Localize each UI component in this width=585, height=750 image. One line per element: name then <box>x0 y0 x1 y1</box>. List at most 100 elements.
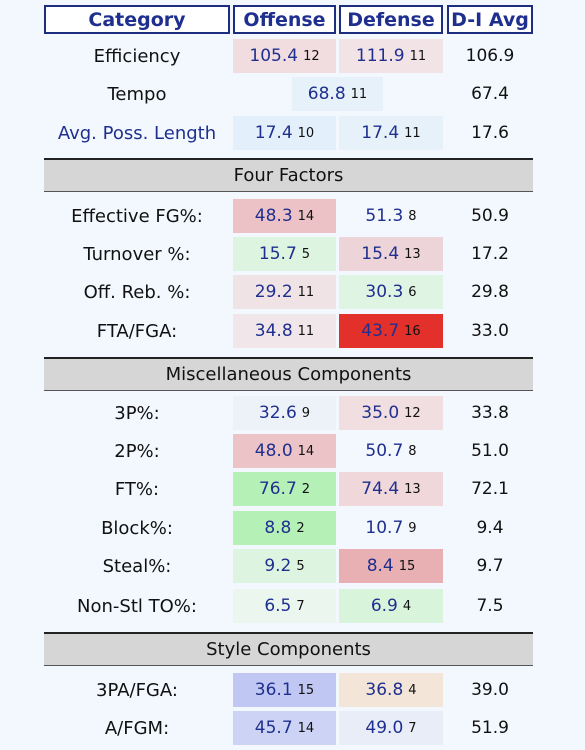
offense-cell: 45.7 14 <box>233 711 336 745</box>
table-row: 3PA/FGA: 36.1 15 36.8 4 39.0 <box>0 673 585 707</box>
defense-cell: 43.7 16 <box>339 314 443 348</box>
stat-value[interactable]: 29.2 <box>254 282 293 302</box>
table-row: FTA/FGA: 34.8 11 43.7 16 33.0 <box>0 314 585 348</box>
stat-rank: 9 <box>408 520 417 536</box>
stat-rank: 11 <box>350 86 368 102</box>
section-header: Style Components <box>44 632 533 666</box>
d1-average-cell: 39.0 <box>471 680 509 700</box>
stat-rank: 8 <box>408 443 417 459</box>
d1-average-cell: 9.7 <box>476 556 504 576</box>
stat-value[interactable]: 36.1 <box>254 680 293 700</box>
row-label[interactable]: Avg. Poss. Length <box>57 122 217 144</box>
row-label: Turnover %: <box>83 243 191 265</box>
row-label: FTA/FGA: <box>96 320 178 342</box>
tempo-cell: 68.8 11 <box>292 77 383 111</box>
offense-cell: 15.7 5 <box>233 237 336 271</box>
d1-average-cell: 106.9 <box>465 46 515 66</box>
stat-value[interactable]: 49.0 <box>365 718 404 738</box>
stat-value[interactable]: 48.3 <box>254 206 293 226</box>
stat-value[interactable]: 9.2 <box>264 556 292 576</box>
stat-value[interactable]: 50.7 <box>365 441 404 461</box>
offense-cell: 9.2 5 <box>233 549 336 583</box>
stat-rank: 7 <box>296 598 305 614</box>
stat-rank: 14 <box>297 720 315 736</box>
row-label: 3PA/FGA: <box>96 679 178 701</box>
defense-cell: 111.9 11 <box>339 39 443 73</box>
stat-value[interactable]: 68.8 <box>307 84 346 104</box>
defense-cell: 36.8 4 <box>339 673 443 707</box>
stat-rank: 14 <box>297 443 315 459</box>
d1-average-cell: 33.0 <box>471 321 509 341</box>
d1-average-cell: 9.4 <box>476 518 504 538</box>
stat-value[interactable]: 43.7 <box>361 321 400 341</box>
stat-rank: 7 <box>408 720 417 736</box>
stat-rank: 14 <box>297 208 315 224</box>
table-row: Steal%: 9.2 5 8.4 15 9.7 <box>0 549 585 583</box>
stat-rank: 12 <box>303 48 320 64</box>
stat-value[interactable]: 30.3 <box>365 282 404 302</box>
stat-value[interactable]: 8.4 <box>366 556 394 576</box>
stat-value[interactable]: 76.7 <box>258 479 297 499</box>
defense-cell: 35.0 12 <box>339 396 443 430</box>
row-label: Tempo <box>107 83 167 105</box>
header-offense[interactable]: Offense <box>233 5 336 34</box>
stat-value[interactable]: 32.6 <box>258 403 297 423</box>
stat-value[interactable]: 35.0 <box>361 403 400 423</box>
stat-value[interactable]: 74.4 <box>361 479 400 499</box>
stat-value[interactable]: 15.4 <box>361 244 400 264</box>
offense-cell: 17.4 10 <box>233 116 336 150</box>
stat-value[interactable]: 45.7 <box>254 718 293 738</box>
table-row: Non-Stl TO%: 6.5 7 6.9 4 7.5 <box>0 589 585 623</box>
defense-cell: 51.3 8 <box>339 199 443 233</box>
defense-cell: 74.4 13 <box>339 472 443 506</box>
stat-rank: 12 <box>404 405 421 421</box>
table-row: Block%: 8.8 2 10.7 9 9.4 <box>0 511 585 545</box>
stat-value[interactable]: 15.7 <box>258 244 297 264</box>
offense-cell: 8.8 2 <box>233 511 336 545</box>
stat-rank: 11 <box>404 125 421 141</box>
header-category[interactable]: Category <box>44 5 230 34</box>
offense-cell: 34.8 11 <box>233 314 336 348</box>
defense-cell: 49.0 7 <box>339 711 443 745</box>
stat-value[interactable]: 6.5 <box>264 596 292 616</box>
header-defense[interactable]: Defense <box>339 5 443 34</box>
section-header: Miscellaneous Components <box>44 357 533 391</box>
offense-cell: 105.4 12 <box>233 39 336 73</box>
offense-cell: 36.1 15 <box>233 673 336 707</box>
defense-cell: 15.4 13 <box>339 237 443 271</box>
stat-rank: 2 <box>296 520 305 536</box>
offense-cell: 48.0 14 <box>233 434 336 468</box>
stat-rank: 4 <box>402 598 412 614</box>
row-label: A/FGM: <box>104 717 170 739</box>
stat-value[interactable]: 105.4 <box>249 46 299 66</box>
defense-cell: 50.7 8 <box>339 434 443 468</box>
stat-value[interactable]: 34.8 <box>254 321 293 341</box>
row-label: Effective FG%: <box>71 205 203 227</box>
row-label: Off. Reb. %: <box>83 281 191 303</box>
stat-value[interactable]: 51.3 <box>365 206 404 226</box>
section-header: Four Factors <box>44 158 533 192</box>
stat-rank: 4 <box>408 682 417 698</box>
row-label: Efficiency <box>93 45 181 67</box>
stat-value[interactable]: 10.7 <box>365 518 404 538</box>
stat-value[interactable]: 17.4 <box>254 123 293 143</box>
stat-rank: 13 <box>404 481 421 497</box>
d1-average-cell: 17.2 <box>471 244 509 264</box>
stat-rank: 10 <box>297 125 315 141</box>
header-d1-average[interactable]: D-I Avg <box>447 5 533 34</box>
table-row: FT%: 76.7 2 74.4 13 72.1 <box>0 472 585 506</box>
table-row: Efficiency 105.4 12 111.9 11 106.9 <box>0 39 585 73</box>
stat-value[interactable]: 36.8 <box>365 680 404 700</box>
stat-value[interactable]: 111.9 <box>355 46 405 66</box>
d1-average-cell: 7.5 <box>476 596 504 616</box>
stat-value[interactable]: 8.8 <box>264 518 292 538</box>
offense-cell: 32.6 9 <box>233 396 336 430</box>
stat-value[interactable]: 48.0 <box>254 441 293 461</box>
stat-rank: 2 <box>301 481 311 497</box>
stat-value[interactable]: 17.4 <box>361 123 400 143</box>
stat-value[interactable]: 6.9 <box>370 596 398 616</box>
d1-average-cell: 67.4 <box>471 84 509 104</box>
d1-average-cell: 51.0 <box>471 441 509 461</box>
stat-rank: 16 <box>404 323 421 339</box>
d1-average-cell: 33.8 <box>471 403 509 423</box>
